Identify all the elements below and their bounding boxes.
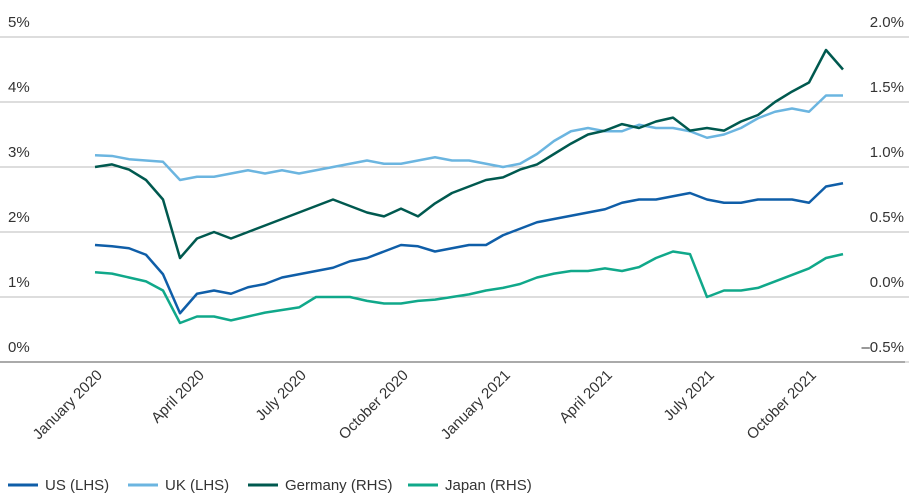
x-tick-label: January 2021	[438, 367, 514, 443]
y2-tick-label: 2.0%	[870, 14, 904, 31]
series-line	[94, 48, 844, 260]
x-tick-label: July 2020	[252, 367, 309, 424]
series-line	[94, 182, 844, 315]
legend-label: Japan (RHS)	[445, 477, 532, 494]
y-tick-label: 5%	[8, 14, 30, 31]
legend-label: Germany (RHS)	[285, 477, 393, 494]
legend-label: UK (LHS)	[165, 477, 229, 494]
series-line	[94, 250, 844, 325]
y-tick-label: 2%	[8, 209, 30, 226]
y2-tick-label: 0.5%	[870, 209, 904, 226]
y2-tick-label: 1.5%	[870, 79, 904, 96]
y-tick-label: 1%	[8, 274, 30, 291]
x-tick-label: April 2020	[148, 367, 208, 427]
x-tick-label: July 2021	[660, 367, 717, 424]
series-line	[94, 94, 843, 182]
x-tick-label: April 2021	[556, 367, 616, 427]
y2-tick-label: 1.0%	[870, 144, 904, 161]
legend-label: US (LHS)	[45, 477, 109, 494]
x-tick-label: October 2020	[336, 367, 412, 443]
y-tick-label: 0%	[8, 339, 30, 356]
x-tick-label: October 2021	[744, 367, 820, 443]
y2-tick-label: –0.5%	[861, 339, 904, 356]
y-tick-label: 4%	[8, 79, 30, 96]
y-tick-label: 3%	[8, 144, 30, 161]
x-tick-label: January 2020	[30, 367, 106, 443]
y2-tick-label: 0.0%	[870, 274, 904, 291]
